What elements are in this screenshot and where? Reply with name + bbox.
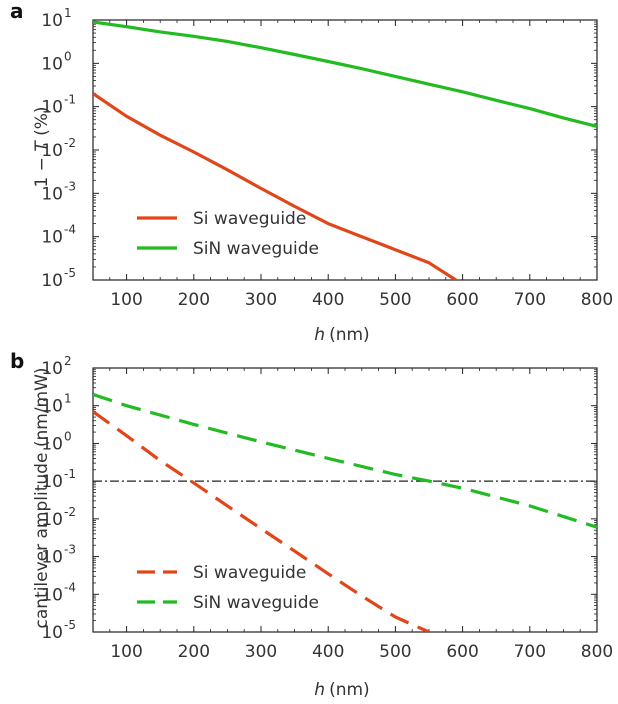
panel-a-x-tick-label: 300: [245, 290, 277, 310]
panel-b-x-axis-label: h (nm): [314, 680, 369, 700]
panel-b-y-tick-label: 10: [41, 623, 63, 643]
panel-b-x-tick-label: 400: [312, 642, 344, 662]
panel-a-y-tick-base: 10: [41, 184, 63, 204]
panel-b-y-tick-exponent: -5: [64, 618, 76, 632]
panel-b-y-tick-base: 10: [41, 623, 63, 643]
panel-a-x-tick-label: 500: [379, 290, 411, 310]
panel-b-x-tick-label: 700: [514, 642, 546, 662]
panel-b-x-axis-label-unit: (nm): [329, 680, 370, 700]
panel-b-x-tick-label: 600: [446, 642, 478, 662]
panel-a-letter: a: [10, 0, 24, 23]
panel-a-x-tick-label: 700: [514, 290, 546, 310]
panel-b-y-tick-exponent: -1: [64, 467, 76, 481]
panel-b-y-tick-label: 10: [41, 585, 63, 605]
panel-b-y-tick-label: 10: [41, 359, 63, 379]
panel-a-y-axis-label-prefix: 1 −: [32, 152, 52, 188]
panel-a-y-tick-label: 10: [41, 184, 63, 204]
panel-a-y-tick-base: 10: [41, 54, 63, 74]
panel-b-y-tick-base: 10: [41, 472, 63, 492]
panel-b-y-tick-base: 10: [41, 397, 63, 417]
panel-a-plot-frame: [92, 19, 598, 281]
panel-a-series-line-sin: [93, 20, 597, 128]
panel-b-y-axis-label: cantilever amplitude (nm/mW): [32, 367, 52, 628]
panel-a-x-tick-label: 100: [110, 290, 142, 310]
panel-b-y-tick-exponent: 0: [64, 429, 72, 443]
panel-a-legend-label: SiN waveguide: [193, 239, 319, 259]
panel-a-x-axis-label-var: h: [314, 325, 325, 345]
panel-b-y-tick-base: 10: [41, 548, 63, 568]
panel-b: b cantilever amplitude (nm/mW) h (nm) 100…: [10, 349, 613, 700]
panel-a-y-tick-exponent: -2: [64, 136, 76, 150]
panel-a-y-tick-exponent: -1: [64, 93, 76, 107]
panel-a-y-tick-base: 10: [41, 98, 63, 118]
panel-a-y-tick-exponent: 0: [64, 49, 72, 63]
panel-a-y-tick-base: 10: [41, 228, 63, 248]
panel-a-y-tick-base: 10: [41, 271, 63, 291]
panel-b-legend-label: SiN waveguide: [193, 593, 319, 613]
panel-a-y-tick-label: 10: [41, 141, 63, 161]
panel-a-y-axis-label-var: T: [32, 140, 52, 152]
panel-b-y-tick-label: 10: [41, 397, 63, 417]
panel-b-series-line-sin: [93, 392, 597, 529]
panel-a-x-axis-label-unit: (nm): [329, 325, 370, 345]
panel-b-x-tick-label: 500: [379, 642, 411, 662]
panel-a-y-tick-base: 10: [41, 141, 63, 161]
panel-a-y-tick-label: 10: [41, 54, 63, 74]
panel-b-y-tick-label: 10: [41, 434, 63, 454]
panel-a-y-tick-label: 10: [41, 228, 63, 248]
panel-b-y-tick-exponent: 1: [64, 392, 72, 406]
panel-a-y-tick-exponent: -4: [64, 223, 76, 237]
panel-a-y-tick-label: 10: [41, 98, 63, 118]
panel-b-y-tick-exponent: -2: [64, 505, 76, 519]
panel-b-x-tick-label: 300: [245, 642, 277, 662]
panel-a-y-tick-base: 10: [41, 11, 63, 31]
panel-a: a 1 − T (%) h (nm) 100 200 300 400 500 600 700 8…: [10, 0, 613, 345]
panel-a-y-tick-exponent: 1: [64, 6, 72, 20]
panel-b-y-tick-exponent: -3: [64, 543, 76, 557]
panel-b-series-line-si: [93, 410, 430, 632]
panel-b-y-tick-base: 10: [41, 510, 63, 530]
panel-b-y-tick-base: 10: [41, 585, 63, 605]
panel-a-legend-label: Si waveguide: [193, 209, 306, 229]
panel-b-y-tick-label: 10: [41, 510, 63, 530]
panel-b-plot-frame: [92, 367, 598, 633]
panel-a-x-tick-label: 400: [312, 290, 344, 310]
panel-a-y-tick-label: 10: [41, 11, 63, 31]
panel-b-letter: b: [10, 349, 24, 373]
panel-b-legend-label: Si waveguide: [193, 563, 306, 583]
panel-a-x-tick-label: 800: [581, 290, 613, 310]
panel-b-x-tick-label: 100: [110, 642, 142, 662]
panel-a-x-axis-label: h (nm): [314, 325, 369, 345]
panel-b-y-tick-base: 10: [41, 434, 63, 454]
panel-a-y-tick-exponent: -5: [64, 266, 76, 280]
panel-b-y-tick-base: 10: [41, 359, 63, 379]
panel-a-y-axis-label: 1 − T (%): [32, 106, 52, 187]
panel-b-y-tick-exponent: 2: [64, 354, 72, 368]
panel-a-x-tick-label: 200: [178, 290, 210, 310]
panel-a-x-tick-label: 600: [446, 290, 478, 310]
panel-a-series-line-si: [93, 92, 457, 280]
panel-a-y-tick-exponent: -3: [64, 179, 76, 193]
panel-a-y-tick-label: 10: [41, 271, 63, 291]
panel-a-y-axis-label-unit: (%): [32, 106, 52, 141]
panel-b-y-tick-label: 10: [41, 472, 63, 492]
panel-b-x-tick-label: 800: [581, 642, 613, 662]
panel-b-x-tick-label: 200: [178, 642, 210, 662]
panel-b-x-axis-label-var: h: [314, 680, 325, 700]
panel-b-y-tick-exponent: -4: [64, 580, 76, 594]
panel-b-y-tick-label: 10: [41, 548, 63, 568]
